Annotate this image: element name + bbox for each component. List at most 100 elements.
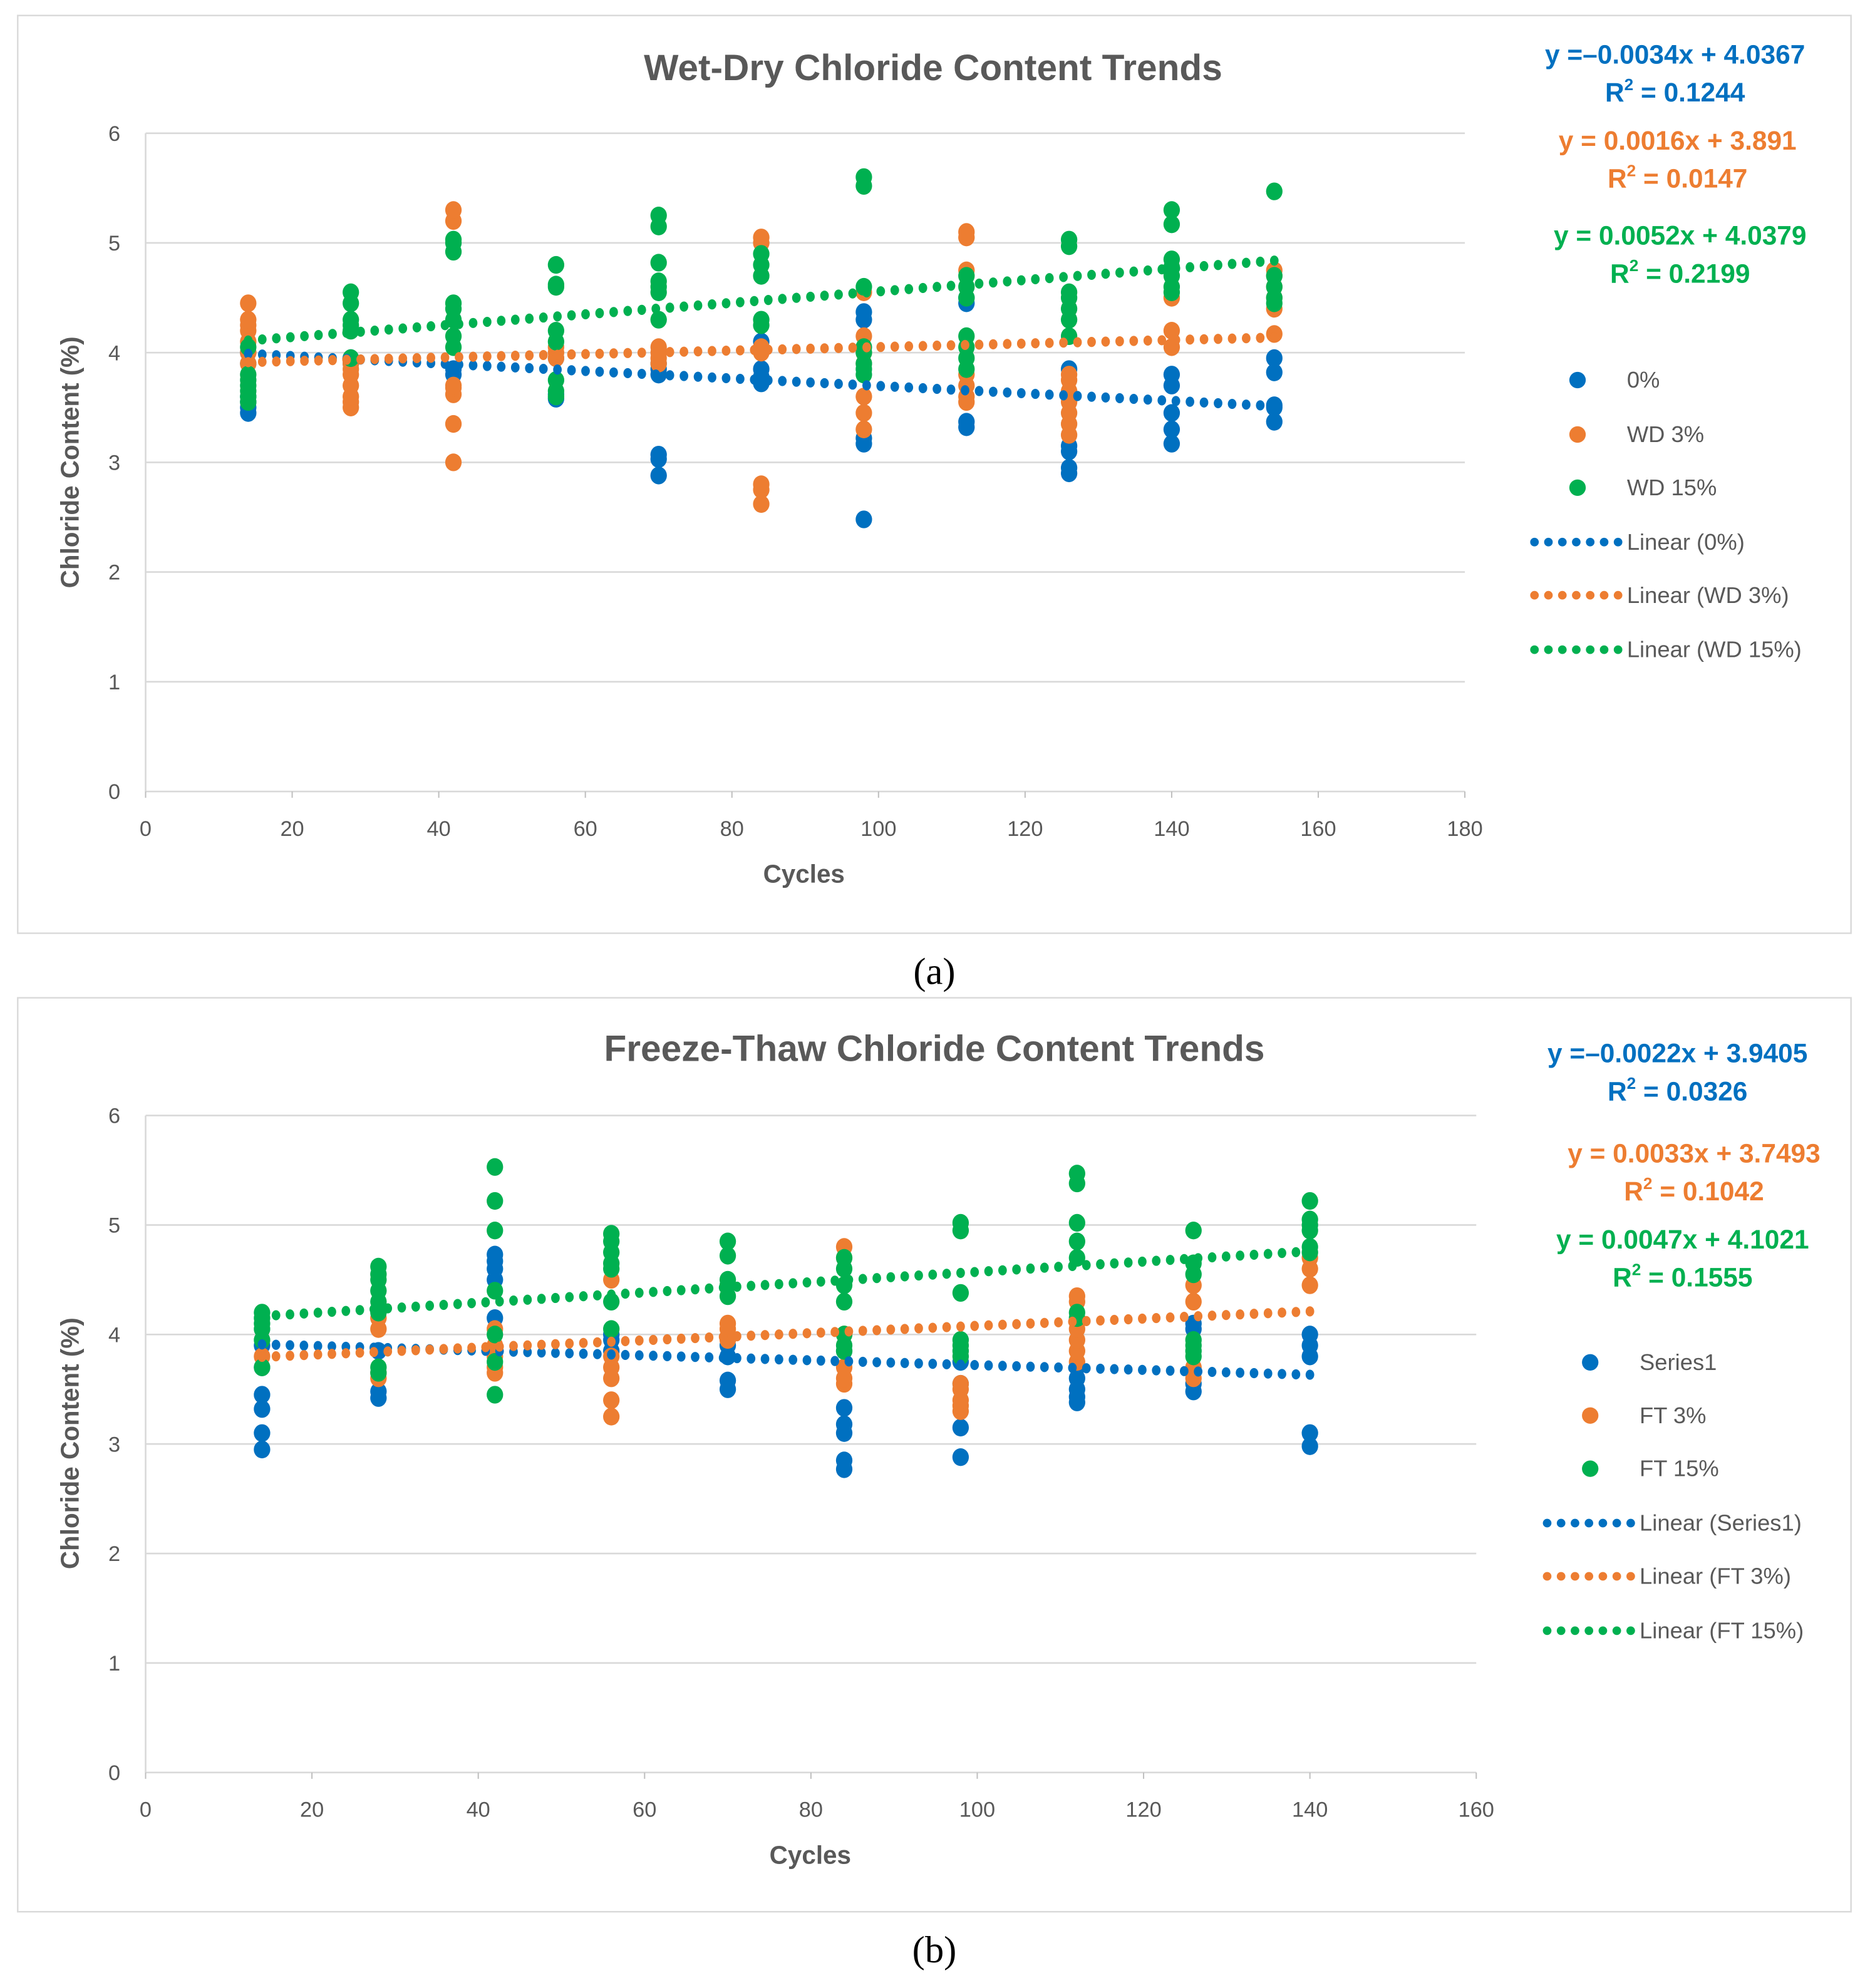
trendline-dot: [718, 1352, 728, 1363]
data-point: [547, 321, 565, 340]
trendline-dot: [539, 364, 548, 374]
trendline-dot: [760, 1354, 770, 1364]
y-tick-label: 2: [108, 1542, 120, 1566]
data-point: [254, 1358, 271, 1376]
legend-line-dot: [1572, 537, 1581, 547]
trendline-dot: [961, 339, 969, 351]
trendline-dot: [567, 365, 576, 376]
legend-line-dot: [1612, 1518, 1621, 1528]
trendline-dot: [806, 377, 815, 388]
trendline-dot: [313, 1341, 323, 1351]
r-squared-value: = 0.0147: [1636, 164, 1747, 193]
trendline-dot: [718, 1282, 728, 1293]
data-point: [835, 1249, 853, 1267]
trendline-dot: [426, 321, 435, 332]
data-point: [719, 1247, 736, 1265]
data-point: [855, 510, 872, 528]
trendline-dot: [1040, 1317, 1049, 1328]
trendline-dot: [539, 349, 548, 361]
trendline-dot: [553, 364, 562, 375]
trendline-equation: y = 0.0016x + 3.891: [1559, 126, 1797, 155]
trendline-dot: [721, 345, 731, 356]
trendline-dot: [1269, 332, 1279, 343]
trendline-dot: [1003, 276, 1012, 287]
data-point: [487, 1245, 504, 1264]
trendline-dot: [918, 341, 927, 351]
data-point: [1266, 349, 1283, 368]
trendline-dot: [1026, 1263, 1035, 1274]
data-point: [1185, 1292, 1202, 1311]
trendline-dot: [708, 299, 716, 310]
trendline-dot: [1291, 1247, 1301, 1257]
legend-marker: [1569, 426, 1586, 443]
trendline-dot: [595, 366, 604, 377]
trendline-2: [244, 255, 1279, 346]
trendline-dot: [876, 342, 886, 353]
trendline-dot: [551, 1292, 560, 1304]
legend-line-dot: [1556, 1572, 1566, 1581]
trendline-dot: [1249, 1367, 1259, 1379]
x-tick-label: 120: [1125, 1798, 1161, 1822]
trendline-dot: [984, 1320, 993, 1331]
trendline-dot: [970, 1267, 979, 1277]
data-point: [240, 311, 257, 329]
trendline-dot: [595, 308, 604, 319]
r-label: R: [1608, 1076, 1627, 1106]
data-point: [753, 229, 770, 247]
trendline-dot: [1165, 1366, 1175, 1376]
data-point: [855, 404, 872, 422]
legend-line-dot: [1544, 645, 1553, 654]
trendline-dot: [1194, 1366, 1203, 1377]
trendline-dot: [300, 331, 309, 341]
data-point: [370, 1383, 387, 1401]
trendline-dot: [705, 1283, 714, 1294]
superscript-2: 2: [1627, 162, 1636, 180]
trendline-dot: [497, 351, 506, 361]
trendline-dot: [746, 1353, 756, 1364]
trendline-dot: [806, 343, 815, 354]
trendline-dot: [750, 374, 759, 385]
trendline-dot: [455, 352, 463, 363]
trendline-dot: [1263, 1249, 1273, 1259]
data-point: [240, 294, 257, 312]
data-point: [1301, 1326, 1318, 1344]
trendline-dot: [872, 1273, 881, 1284]
legend-line-dot: [1584, 1572, 1594, 1581]
trendline-dot: [314, 355, 323, 366]
trendline-dot: [272, 356, 281, 367]
x-tick-label: 100: [860, 817, 896, 841]
data-point: [445, 327, 462, 346]
trendline-dot: [900, 1357, 909, 1368]
trendline-dot: [676, 1285, 686, 1295]
trendline-dot: [510, 314, 520, 325]
trendline-dot: [314, 329, 323, 341]
trendline-dot: [974, 386, 984, 396]
trendline-dot: [609, 367, 618, 378]
y-tick-label: 1: [108, 1652, 120, 1676]
trendline-dot: [1124, 1257, 1133, 1268]
trendline-dot: [341, 1348, 351, 1359]
trendline-dot: [1227, 398, 1237, 409]
trendline-dot: [510, 362, 520, 373]
trendline-dot: [1059, 272, 1068, 282]
trendline-dot: [483, 317, 492, 327]
trendline-r-squared: R2 = 0.2199: [1610, 256, 1750, 288]
trendline-dot: [1249, 1309, 1259, 1319]
trendline-dot: [1278, 1307, 1286, 1318]
trendline-dot: [928, 1269, 938, 1280]
trendline-dot: [721, 298, 731, 309]
r-label: R: [1608, 164, 1627, 193]
trendline-dot: [467, 1298, 476, 1309]
trendline-dot: [567, 349, 576, 360]
data-point: [445, 376, 462, 394]
data-point: [753, 475, 770, 493]
data-point: [952, 1418, 969, 1437]
trendline-dot: [328, 355, 337, 366]
data-point: [1163, 435, 1180, 453]
trendline-dot: [383, 1303, 393, 1314]
trendline-dot: [665, 347, 674, 358]
data-point: [1301, 1210, 1318, 1228]
trendline-dot: [553, 311, 562, 322]
legend-marker: [1569, 479, 1586, 496]
trendline-dot: [651, 304, 661, 314]
